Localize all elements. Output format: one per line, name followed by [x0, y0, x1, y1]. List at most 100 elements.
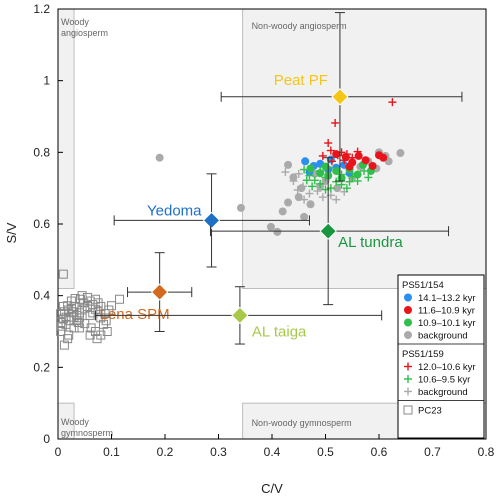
- data-point: [306, 200, 315, 209]
- data-point: [281, 168, 290, 177]
- data-point: [284, 198, 293, 207]
- data-point: [273, 227, 282, 236]
- region-label-woody-gymnosperm: Woody gymnosperm: [61, 417, 113, 438]
- endmember-marker: [202, 211, 221, 229]
- axis-layer: 0 0.1 0.2 0.3 0.4 0.5 0.6 0.7 0.800.20.40.60.811…: [33, 2, 494, 459]
- legend-entry: PC23: [418, 406, 442, 417]
- data-point: [324, 139, 333, 148]
- endmember-label: AL taiga: [252, 323, 307, 340]
- legend-marker: [404, 362, 412, 371]
- legend-entry: background: [418, 387, 468, 398]
- y-tick-label: 1.2: [33, 2, 50, 16]
- data-point: [388, 98, 397, 107]
- data-point: [342, 150, 351, 159]
- y-tick-label: 0.2: [33, 360, 50, 374]
- region-layer: Woody angiosperm Non-woody angiosperm Woody…: [57, 8, 487, 440]
- endmember-label: Peat PF: [274, 72, 328, 89]
- data-point: [345, 177, 354, 186]
- points-layer: [56, 98, 405, 350]
- data-point: [294, 169, 303, 178]
- y-tick-label: 1: [43, 74, 50, 88]
- data-point: [297, 184, 306, 193]
- data-point: [345, 162, 354, 171]
- data-point: [316, 166, 325, 175]
- data-point: [337, 180, 346, 189]
- data-point: [332, 166, 341, 175]
- data-point: [342, 184, 351, 193]
- data-point: [326, 146, 335, 155]
- data-point: [318, 151, 327, 160]
- data-point: [58, 301, 68, 311]
- data-point: [337, 170, 346, 179]
- data-point: [82, 292, 92, 302]
- data-point: [278, 207, 287, 216]
- data-point: [354, 151, 363, 160]
- data-point: [305, 171, 314, 180]
- data-point: [56, 327, 66, 336]
- x-tick-label: 0: [55, 445, 62, 459]
- data-point: [61, 312, 71, 322]
- legend-marker: [404, 306, 412, 314]
- data-point: [74, 313, 84, 323]
- x-tick-label: 0.4: [264, 445, 281, 459]
- legend-marker: [403, 405, 413, 415]
- legend-marker: [404, 331, 412, 339]
- data-point: [68, 307, 78, 317]
- legend-marker: [404, 293, 412, 302]
- data-point: [316, 179, 325, 188]
- data-point: [289, 177, 298, 185]
- data-point: [69, 323, 79, 333]
- region-woody-angiosperm: [57, 8, 75, 289]
- data-point: [85, 330, 95, 340]
- region-label-non-woody-gymnosperm: Non-woody gymnosperm: [252, 418, 352, 428]
- x-tick-label: 0.8: [478, 445, 495, 459]
- y-tick-label: 0.4: [33, 289, 50, 303]
- data-point: [332, 195, 341, 204]
- endmember-marker: [331, 88, 349, 106]
- endmember-al-tundra: AL tundra: [209, 157, 450, 306]
- data-point: [368, 161, 377, 170]
- data-point: [340, 156, 349, 165]
- data-point: [299, 182, 308, 191]
- y-tick-label: 0.6: [33, 217, 50, 231]
- endmember-label: Yedoma: [147, 202, 202, 219]
- y-tick-label: 0.8: [33, 145, 50, 159]
- region-non-woody-angiosperm: [242, 8, 487, 289]
- data-point: [327, 157, 336, 166]
- data-point: [59, 340, 69, 350]
- data-point: [305, 189, 314, 198]
- legend-entry: background: [418, 331, 468, 342]
- data-point: [353, 147, 362, 156]
- data-point: [308, 182, 317, 191]
- x-tick-label: 0.7: [424, 445, 441, 459]
- legend-group-title: PS51/159: [402, 349, 444, 360]
- data-point: [72, 316, 82, 326]
- data-point: [300, 165, 309, 174]
- data-point: [96, 313, 106, 323]
- data-point: [56, 318, 66, 328]
- legend-marker: [404, 318, 412, 327]
- data-point: [300, 212, 309, 221]
- data-point: [332, 150, 341, 159]
- legend-entry: 10.9–10.1 kyr: [418, 318, 476, 329]
- data-point: [302, 176, 311, 185]
- x-axis-label: C/V: [261, 481, 283, 496]
- legend-marker: [404, 375, 412, 383]
- x-tick-label: 0.1: [103, 445, 120, 459]
- legend-marker: [404, 387, 412, 396]
- data-point: [266, 222, 275, 231]
- legend-entry: 10.6–9.5 kyr: [418, 375, 470, 386]
- legend-entry: 12.0–10.6 kyr: [418, 362, 476, 373]
- data-point: [155, 153, 164, 162]
- endmember-marker: [319, 222, 337, 240]
- endmember-peat-pf: Peat PF: [220, 12, 463, 182]
- x-tick-label: 0.5: [317, 445, 334, 459]
- x-tick-label: 0.3: [210, 445, 227, 459]
- endmember-marker: [151, 283, 169, 301]
- legend-group-title: PS51/154: [402, 280, 444, 291]
- endmember-al-taiga: AL taiga: [94, 286, 383, 345]
- x-tick-label: 0.6: [371, 445, 388, 459]
- data-point: [318, 193, 327, 202]
- legend: PS51/154 14.1–13.2 kyr 11.6–10.9 kyr10.9–1…: [397, 274, 485, 439]
- data-point: [337, 148, 346, 157]
